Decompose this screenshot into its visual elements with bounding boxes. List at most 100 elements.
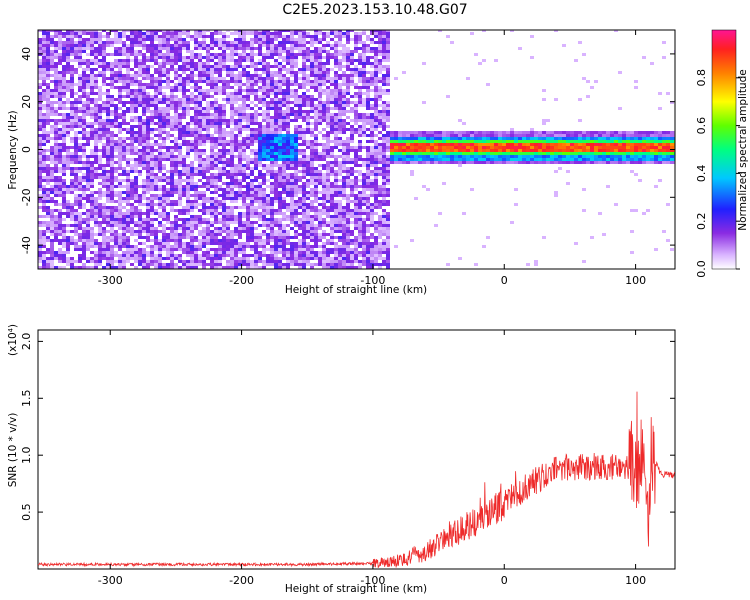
heatmap-cell [70,83,74,86]
heatmap-cell [174,116,178,119]
heatmap-cell [50,161,54,164]
heatmap-cell [222,38,226,41]
heatmap-cell [66,248,70,251]
heatmap-cell [242,164,246,167]
heatmap-cell [286,77,290,80]
heatmap-cell [330,30,334,32]
heatmap-cell [170,38,174,41]
heatmap-cell [38,98,42,101]
heatmap-cell [58,101,62,104]
heatmap-cell [314,212,318,215]
heatmap-cell [58,182,62,185]
heatmap-cell [190,38,194,41]
heatmap-cell [146,47,150,50]
heatmap-cell [278,62,282,65]
heatmap-cell [78,137,82,140]
heatmap-cell [262,59,266,62]
heatmap-cell [86,59,90,62]
heatmap-cell [50,35,54,38]
heatmap-cell [190,53,194,56]
heatmap-cell [190,101,194,104]
heatmap-cell [266,50,270,53]
heatmap-cell [142,77,146,80]
heatmap-cell [242,140,246,143]
heatmap-cell [182,167,186,170]
heatmap-cell [234,32,238,35]
heatmap-cell [58,80,62,83]
heatmap-cell [82,134,86,137]
heatmap-cell [198,77,202,80]
heatmap-cell [170,116,174,119]
heatmap-cell [270,167,274,170]
heatmap-cell [90,128,94,131]
heatmap-cell [70,203,74,206]
heatmap-cell [214,80,218,83]
heatmap-cell [138,203,142,206]
heatmap-cell [238,194,242,197]
heatmap-cell [90,242,94,245]
heatmap-cell [174,254,178,257]
heatmap-cell [310,155,314,158]
heatmap-cell [42,107,46,110]
heatmap-cell [254,140,258,143]
heatmap-cell [86,215,90,218]
heatmap-cell [190,206,194,209]
heatmap-cell [118,86,122,89]
heatmap-cell [178,173,182,176]
heatmap-cell [342,236,346,239]
heatmap-cell [230,56,234,59]
heatmap-cell [302,239,306,242]
heatmap-cell [198,197,202,200]
heatmap-cell [46,35,50,38]
heatmap-cell [66,30,70,32]
heatmap-cell [286,134,290,137]
heatmap-cell [78,221,82,224]
heatmap-cell [278,89,282,92]
heatmap-cell [286,179,290,182]
heatmap-cell [146,74,150,77]
heatmap-cell [154,122,158,125]
heatmap-cell [254,248,258,251]
heatmap-cell [298,149,302,152]
heatmap-cell [126,44,130,47]
heatmap-cell [314,110,318,113]
heatmap-cell [246,146,250,149]
heatmap-cell [278,41,282,44]
heatmap-cell [250,149,254,152]
heatmap-cell [162,257,166,260]
heatmap-cell [222,110,226,113]
heatmap-cell [118,95,122,98]
heatmap-cell [294,167,298,170]
heatmap-cell [294,194,298,197]
heatmap-cell [198,35,202,38]
heatmap-cell [38,152,42,155]
heatmap-cell [270,197,274,200]
heatmap-cell [274,119,278,122]
heatmap-cell [242,185,246,188]
heatmap-cell [146,164,150,167]
heatmap-cell [322,200,326,203]
heatmap-cell [338,89,342,92]
heatmap-cell [254,209,258,212]
heatmap-cell [306,128,310,131]
heatmap-cell [174,158,178,161]
heatmap-cell [154,260,158,263]
heatmap-cell [174,215,178,218]
heatmap-cell [234,80,238,83]
heatmap-cell [78,257,82,260]
heatmap-cell [282,83,286,86]
heatmap-cell [194,131,198,134]
heatmap-cell [318,164,322,167]
heatmap-cell [162,245,166,248]
heatmap-cell [78,146,82,149]
heatmap-cell [182,158,186,161]
heatmap-cell [246,80,250,83]
heatmap-cell [46,95,50,98]
heatmap-cell [162,200,166,203]
heatmap-cell [82,38,86,41]
heatmap-cell [106,128,110,131]
heatmap-cell [322,173,326,176]
heatmap-cell [214,188,218,191]
heatmap-cell [314,224,318,227]
